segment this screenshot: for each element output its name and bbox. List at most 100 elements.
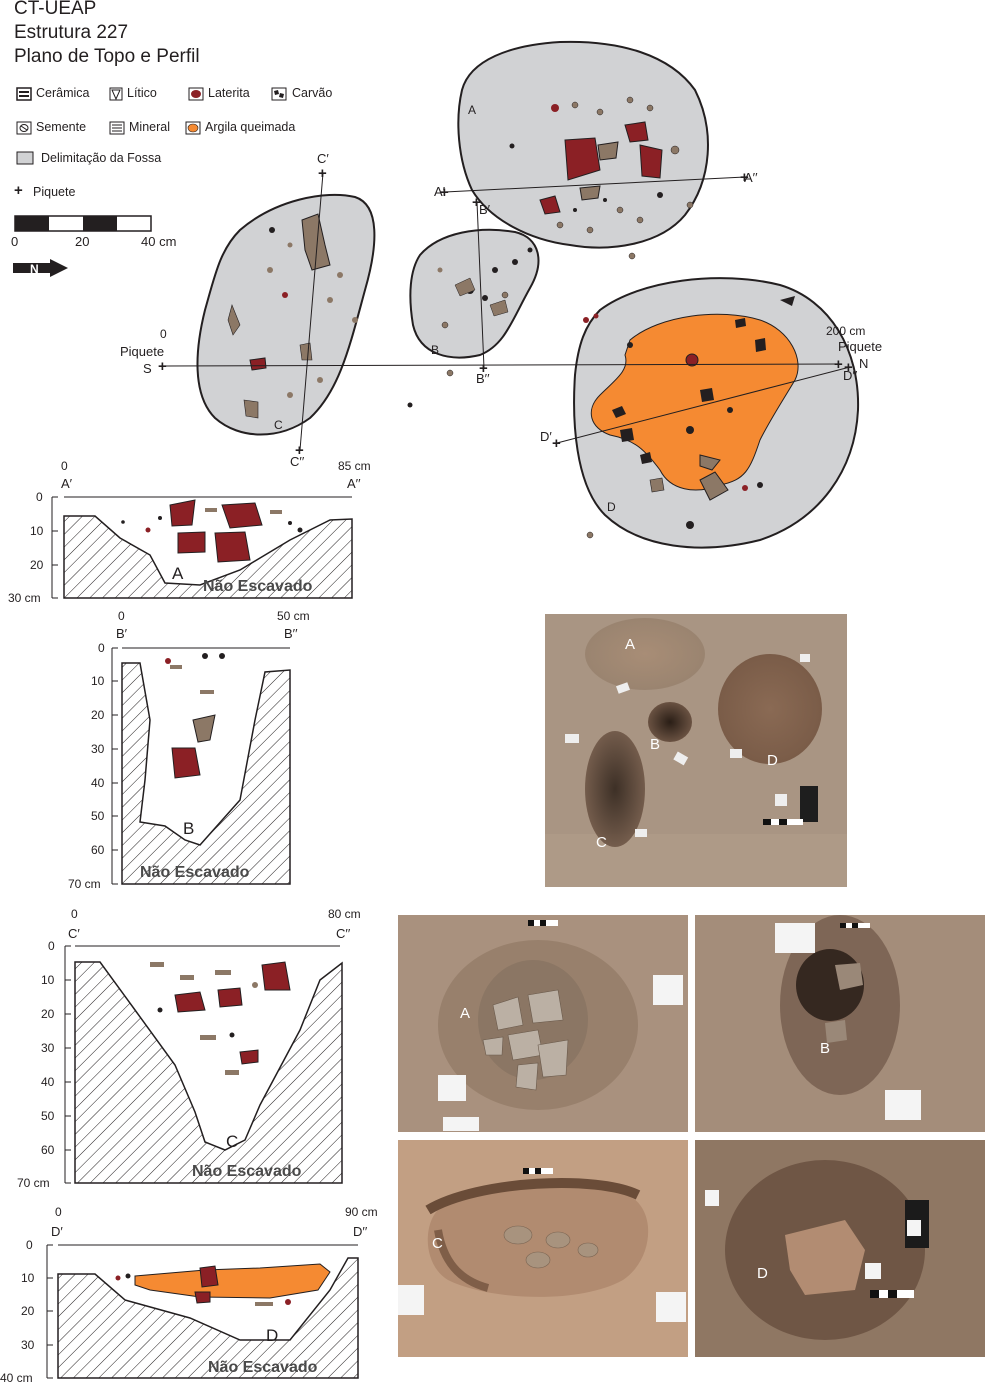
svg-text:+: + bbox=[295, 442, 304, 459]
photo-pit-a-label: A bbox=[460, 1005, 471, 1022]
photo-pit-a: A bbox=[398, 915, 688, 1132]
plan-d2: D′′ bbox=[843, 368, 858, 383]
photo-pit-b: B bbox=[695, 915, 985, 1132]
profile-a-right: A′′ bbox=[347, 476, 361, 491]
profile-d-end: 90 cm bbox=[345, 1205, 378, 1219]
profile-d-d0: 0 bbox=[26, 1238, 33, 1252]
plan-c2: C′′ bbox=[290, 454, 305, 469]
plan-piquete-s: Piquete bbox=[120, 344, 165, 359]
scale-40: 40 cm bbox=[141, 234, 177, 249]
profile-b-d40: 40 bbox=[91, 776, 105, 790]
photo-overview: A B C D bbox=[545, 614, 847, 887]
profile-a bbox=[51, 496, 353, 599]
plan-c1: C′ bbox=[317, 151, 329, 166]
profile-b-d30: 30 bbox=[91, 742, 105, 756]
profile-b-right: B′′ bbox=[284, 626, 298, 641]
photo-pit-c: C bbox=[398, 1140, 688, 1357]
title-line-3: Plano de Topo e Perfil bbox=[14, 46, 200, 67]
profile-c bbox=[64, 945, 343, 1184]
photo-overview-d: D bbox=[767, 752, 778, 769]
profile-b-start: 0 bbox=[118, 609, 125, 623]
legend-laterita: Laterita bbox=[208, 86, 250, 100]
profile-a-left: A′ bbox=[61, 476, 73, 491]
carvao-icon bbox=[271, 87, 287, 101]
pit-b-outline bbox=[409, 228, 540, 359]
profile-b-end: 50 cm bbox=[277, 609, 310, 623]
photo-overview-b: B bbox=[650, 736, 661, 753]
profile-b-d70: 70 cm bbox=[68, 877, 101, 891]
profile-a-end: 85 cm bbox=[338, 459, 371, 473]
title-line-2: Estrutura 227 bbox=[14, 22, 129, 43]
profile-d-d30: 30 bbox=[21, 1338, 35, 1352]
legend-piquete: Piquete bbox=[33, 185, 76, 199]
pit-c-artefacts bbox=[227, 213, 358, 419]
profile-b-d20: 20 bbox=[91, 708, 105, 722]
profile-c-d20: 20 bbox=[41, 1007, 55, 1021]
profile-c-start: 0 bbox=[71, 907, 78, 921]
mineral-icon bbox=[109, 121, 125, 135]
title-line-1: CT-UEAP bbox=[14, 0, 97, 19]
profile-d-label: D bbox=[266, 1326, 279, 1345]
profile-a-d0: 0 bbox=[36, 490, 43, 504]
profile-d-not-excavated: Não Escavado bbox=[208, 1359, 318, 1376]
plan-label-b: B bbox=[431, 343, 440, 357]
photo-pit-d-label: D bbox=[757, 1265, 768, 1282]
profile-a-start: 0 bbox=[61, 459, 68, 473]
profile-c-not-excavated: Não Escavado bbox=[192, 1163, 302, 1180]
profile-d-start: 0 bbox=[55, 1205, 62, 1219]
plan-label-a: A bbox=[468, 103, 477, 117]
profile-c-d40: 40 bbox=[41, 1075, 55, 1089]
plan-zero: 0 bbox=[160, 327, 167, 341]
svg-text:+: + bbox=[318, 165, 327, 182]
scale-0: 0 bbox=[11, 234, 19, 249]
plan-b2: B′′ bbox=[476, 371, 490, 386]
profile-d-right: D′′ bbox=[353, 1224, 368, 1239]
svg-text:+: + bbox=[440, 184, 449, 201]
laterita-icon bbox=[188, 87, 204, 101]
plan-label-c: C bbox=[274, 418, 283, 432]
profile-c-label: C bbox=[226, 1132, 239, 1151]
profile-d bbox=[46, 1244, 359, 1379]
svg-text:+: + bbox=[552, 435, 561, 452]
north-arrow-icon: N bbox=[13, 259, 68, 277]
profile-c-d70: 70 cm bbox=[17, 1176, 50, 1190]
svg-text:N: N bbox=[30, 262, 39, 276]
profile-c-d0: 0 bbox=[48, 939, 55, 953]
pit-c-outline bbox=[196, 193, 376, 436]
svg-text:+: + bbox=[834, 356, 843, 373]
fossa-swatch bbox=[16, 151, 34, 165]
litico-icon bbox=[109, 87, 123, 101]
profile-c-d10: 10 bbox=[41, 973, 55, 987]
profile-c-d50: 50 bbox=[41, 1109, 55, 1123]
profile-a-label: A bbox=[172, 564, 184, 583]
profile-b-d60: 60 bbox=[91, 843, 105, 857]
ceramica-icon bbox=[16, 87, 32, 101]
plan-b1: B′ bbox=[479, 202, 491, 217]
profile-d-d20: 20 bbox=[21, 1304, 35, 1318]
legend-mineral: Mineral bbox=[129, 120, 170, 134]
profile-b-d10: 10 bbox=[91, 674, 105, 688]
svg-text:+: + bbox=[158, 358, 167, 375]
profile-a-d10: 10 bbox=[30, 524, 44, 538]
argila-icon bbox=[185, 121, 201, 135]
plan-a2: A′′ bbox=[744, 170, 758, 185]
profile-b bbox=[111, 647, 291, 885]
plan-length: 200 cm bbox=[826, 324, 866, 338]
photo-pit-b-label: B bbox=[820, 1040, 831, 1057]
plan-piquete-s-dir: S bbox=[143, 361, 152, 376]
svg-text:+: + bbox=[740, 169, 749, 186]
profile-a-d30: 30 cm bbox=[8, 591, 41, 605]
plan-view: + + ++ ++ ++ ++ bbox=[158, 40, 860, 549]
plan-piquete-n: Piquete bbox=[838, 339, 883, 354]
plan-d1: D′ bbox=[540, 429, 552, 444]
svg-text:+: + bbox=[844, 359, 853, 376]
legend-ceramica: Cerâmica bbox=[36, 86, 90, 100]
profile-b-not-excavated: Não Escavado bbox=[140, 864, 250, 881]
pit-b-artefacts bbox=[437, 247, 533, 329]
svg-text:+: + bbox=[479, 360, 488, 377]
svg-text:+: + bbox=[472, 194, 481, 211]
plan-label-d: D bbox=[607, 500, 616, 514]
profile-c-end: 80 cm bbox=[328, 907, 361, 921]
profile-d-d40: 40 cm bbox=[0, 1371, 33, 1385]
plan-a1: A′ bbox=[434, 184, 446, 199]
